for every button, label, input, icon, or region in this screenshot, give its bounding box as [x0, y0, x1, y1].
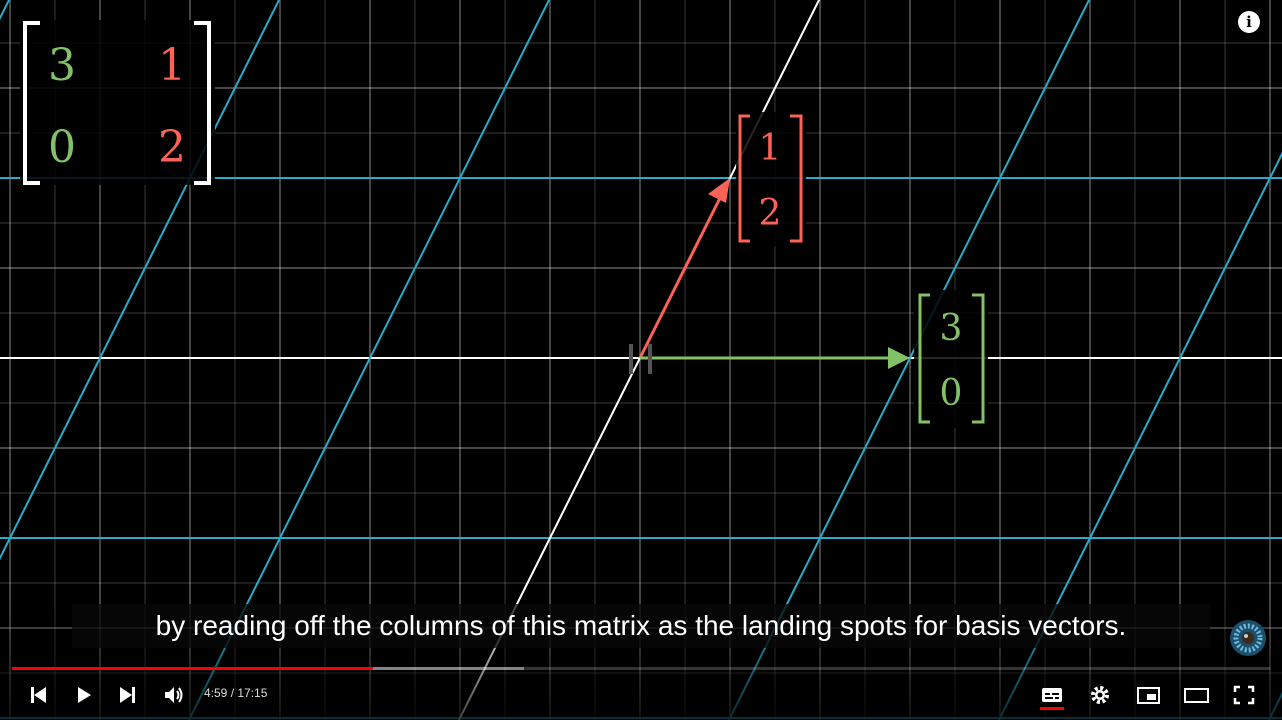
grid-line: [0, 0, 281, 561]
i-hat-vector: [640, 347, 910, 369]
matrix-right-bracket: [194, 21, 211, 185]
i-hat-bottom-entry: 0: [940, 373, 963, 414]
i-hat-top-entry: 3: [940, 308, 963, 349]
info-button[interactable]: i: [1238, 11, 1260, 33]
matrix-entry-d: 2: [158, 122, 186, 173]
matrix-entry-b: 1: [158, 40, 186, 91]
progress-played: [12, 667, 374, 670]
j-hat-bottom-entry: 2: [759, 193, 782, 234]
play-icon[interactable]: [68, 680, 100, 710]
j-hat-vector: [638, 178, 730, 359]
fullscreen-icon[interactable]: [1228, 680, 1260, 710]
j-hat-top-entry: 1: [759, 128, 782, 169]
time-total: 17:15: [237, 686, 268, 700]
time-separator: /: [227, 686, 238, 700]
progress-bar[interactable]: [12, 666, 1270, 671]
j-hat-column-label: 1 2: [736, 112, 806, 246]
theater-mode-icon[interactable]: [1180, 680, 1212, 710]
matrix: 3 1 0 2: [20, 20, 215, 185]
matrix-entry-c: 0: [48, 122, 76, 173]
skip-next-icon[interactable]: [112, 680, 144, 710]
progress-track: [12, 667, 1270, 670]
time-current: 4:59: [204, 686, 228, 700]
volume-icon[interactable]: [158, 680, 190, 710]
subtitle-caption: by reading off the columns of this matri…: [72, 604, 1210, 648]
matrix-left-bracket: [23, 21, 40, 185]
origin-marker: [629, 344, 652, 374]
subtitles-active-indicator: [1040, 707, 1064, 710]
subtitles-icon[interactable]: [1036, 680, 1068, 710]
channel-logo-icon[interactable]: [1229, 619, 1267, 657]
matrix-entry-a: 3: [48, 40, 76, 91]
skip-previous-icon[interactable]: [22, 680, 54, 710]
i-hat-column-label: 3 0: [914, 290, 988, 428]
gear-icon[interactable]: [1084, 680, 1116, 710]
miniplayer-icon[interactable]: [1132, 680, 1164, 710]
time-display: 4:59 / 17:15: [204, 686, 267, 700]
